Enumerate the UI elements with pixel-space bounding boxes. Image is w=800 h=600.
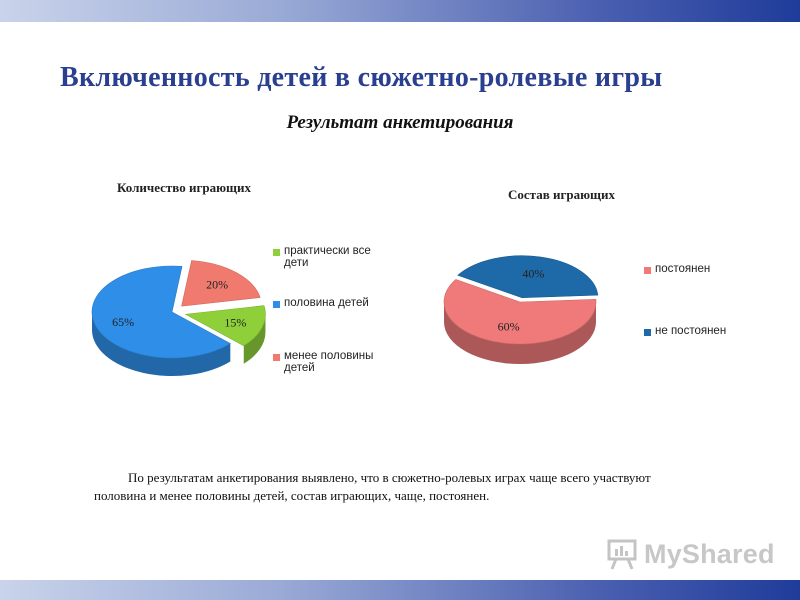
logo-text: MyShared	[644, 538, 775, 569]
legend-swatch	[644, 267, 651, 274]
chart2-title: Состав играющих	[508, 187, 615, 202]
chart1-legend-item: менее половины детей	[273, 350, 393, 374]
myshared-logo: MyShared	[606, 536, 775, 572]
chart2-legend-item: постоянен	[644, 263, 764, 275]
pie-data-label: 20%	[206, 277, 228, 291]
pie-slice	[443, 279, 597, 345]
pie-slice-side	[243, 314, 266, 364]
pie-slice	[184, 305, 266, 347]
legend-label: половина детей	[284, 297, 369, 309]
page-title: Включенность детей в сюжетно-ролевые игр…	[60, 62, 663, 93]
legend-label: менее половины детей	[284, 350, 374, 374]
legend-swatch	[644, 329, 651, 336]
pie-data-label: 65%	[112, 315, 134, 329]
pie-slice	[181, 260, 261, 307]
pie-data-label: 15%	[224, 316, 246, 330]
conclusion-text: По результатам анкетирования выявлено, ч…	[94, 469, 704, 505]
pie-slice	[457, 255, 599, 299]
bottom-decor-bar	[0, 580, 800, 600]
chart2-pie: 60% 40%	[443, 255, 599, 364]
pie-data-label: 40%	[522, 266, 544, 280]
top-decor-bar	[0, 0, 800, 22]
chart1-pie: 15% 65% 20%	[91, 260, 266, 376]
chart1-title: Количество играющих	[117, 180, 252, 195]
pie-slice	[91, 265, 231, 359]
pie-slice-side	[444, 302, 596, 364]
presentation-board-icon	[607, 539, 637, 570]
page-subtitle: Результат анкетирования	[286, 112, 514, 133]
legend-swatch	[273, 249, 280, 256]
legend-label: практически все дети	[284, 245, 371, 269]
pie-slice-side	[92, 312, 231, 376]
chart2-legend-item: не постоянен	[644, 325, 764, 337]
legend-label: не постоянен	[655, 325, 727, 337]
conclusion-paragraph: По результатам анкетирования выявлено, ч…	[94, 470, 651, 503]
pie-data-label: 60%	[498, 319, 520, 333]
chart1-legend-item: практически все дети	[273, 245, 393, 269]
legend-swatch	[273, 354, 280, 361]
legend-label: постоянен	[655, 263, 711, 275]
chart1-legend-item: половина детей	[273, 297, 393, 309]
legend-swatch	[273, 301, 280, 308]
